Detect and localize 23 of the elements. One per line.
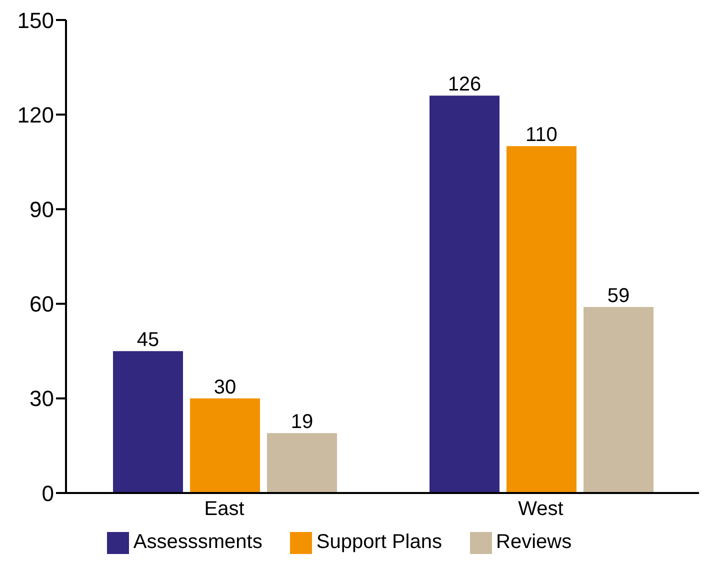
legend-label: Support Plans bbox=[316, 531, 442, 553]
bar bbox=[113, 351, 183, 493]
y-tick-label: 90 bbox=[30, 197, 54, 222]
data-label: 126 bbox=[448, 74, 482, 96]
y-tick-label: 150 bbox=[17, 8, 54, 33]
data-label: 59 bbox=[607, 284, 630, 307]
data-label: 110 bbox=[526, 124, 558, 146]
x-tick-label: West bbox=[518, 498, 564, 520]
bar bbox=[430, 96, 500, 493]
legend-label: Reviews bbox=[496, 531, 572, 553]
y-tick-label: 60 bbox=[30, 292, 54, 317]
y-tick-label: 0 bbox=[42, 480, 54, 506]
x-tick-label: East bbox=[204, 498, 245, 520]
bar bbox=[267, 433, 337, 493]
y-tick-label: 120 bbox=[17, 102, 54, 128]
data-label: 45 bbox=[136, 329, 160, 352]
data-label: 30 bbox=[214, 376, 236, 398]
bar bbox=[506, 146, 576, 493]
y-tick-label: 30 bbox=[30, 386, 54, 412]
data-label: 19 bbox=[290, 411, 314, 434]
bar bbox=[190, 398, 260, 493]
legend-label: Assesssments bbox=[133, 531, 262, 553]
bar bbox=[584, 306, 654, 493]
